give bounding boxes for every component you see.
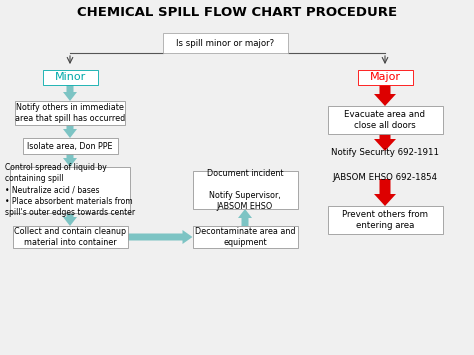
FancyBboxPatch shape: [12, 226, 128, 248]
FancyBboxPatch shape: [357, 70, 412, 84]
FancyBboxPatch shape: [163, 33, 288, 53]
FancyBboxPatch shape: [43, 70, 98, 84]
Text: Minor: Minor: [55, 72, 86, 82]
Text: Notify others in immediate
area that spill has occurred: Notify others in immediate area that spi…: [15, 103, 125, 123]
Text: Notify Security 692-1911

JABSOM EHSO 692-1854: Notify Security 692-1911 JABSOM EHSO 692…: [331, 148, 439, 182]
Polygon shape: [128, 230, 192, 244]
Text: Major: Major: [370, 72, 401, 82]
FancyBboxPatch shape: [15, 101, 125, 125]
Text: Control spread of liquid by
containing spill
• Neutralize acid / bases
• Place a: Control spread of liquid by containing s…: [5, 163, 135, 217]
FancyBboxPatch shape: [192, 226, 298, 248]
Polygon shape: [63, 154, 77, 167]
Text: Isolate area, Don PPE: Isolate area, Don PPE: [27, 142, 113, 151]
Text: Prevent others from
entering area: Prevent others from entering area: [342, 210, 428, 230]
Polygon shape: [63, 125, 77, 138]
FancyBboxPatch shape: [328, 206, 443, 234]
Text: Collect and contain cleanup
material into container: Collect and contain cleanup material int…: [14, 227, 126, 247]
Text: Is spill minor or major?: Is spill minor or major?: [176, 38, 274, 48]
Polygon shape: [63, 213, 77, 226]
Text: Document incident

Notify Supervisor,
JABSOM EHSO: Document incident Notify Supervisor, JAB…: [207, 169, 283, 211]
Polygon shape: [374, 134, 396, 151]
Polygon shape: [63, 84, 77, 101]
Polygon shape: [374, 179, 396, 206]
Text: Decontaminate area and
equipment: Decontaminate area and equipment: [195, 227, 295, 247]
FancyBboxPatch shape: [10, 167, 130, 213]
FancyBboxPatch shape: [192, 171, 298, 209]
FancyBboxPatch shape: [328, 106, 443, 134]
FancyBboxPatch shape: [22, 138, 118, 154]
Polygon shape: [374, 84, 396, 106]
Text: CHEMICAL SPILL FLOW CHART PROCEDURE: CHEMICAL SPILL FLOW CHART PROCEDURE: [77, 6, 397, 20]
Polygon shape: [238, 209, 252, 226]
Text: Evacuate area and
close all doors: Evacuate area and close all doors: [345, 110, 426, 130]
